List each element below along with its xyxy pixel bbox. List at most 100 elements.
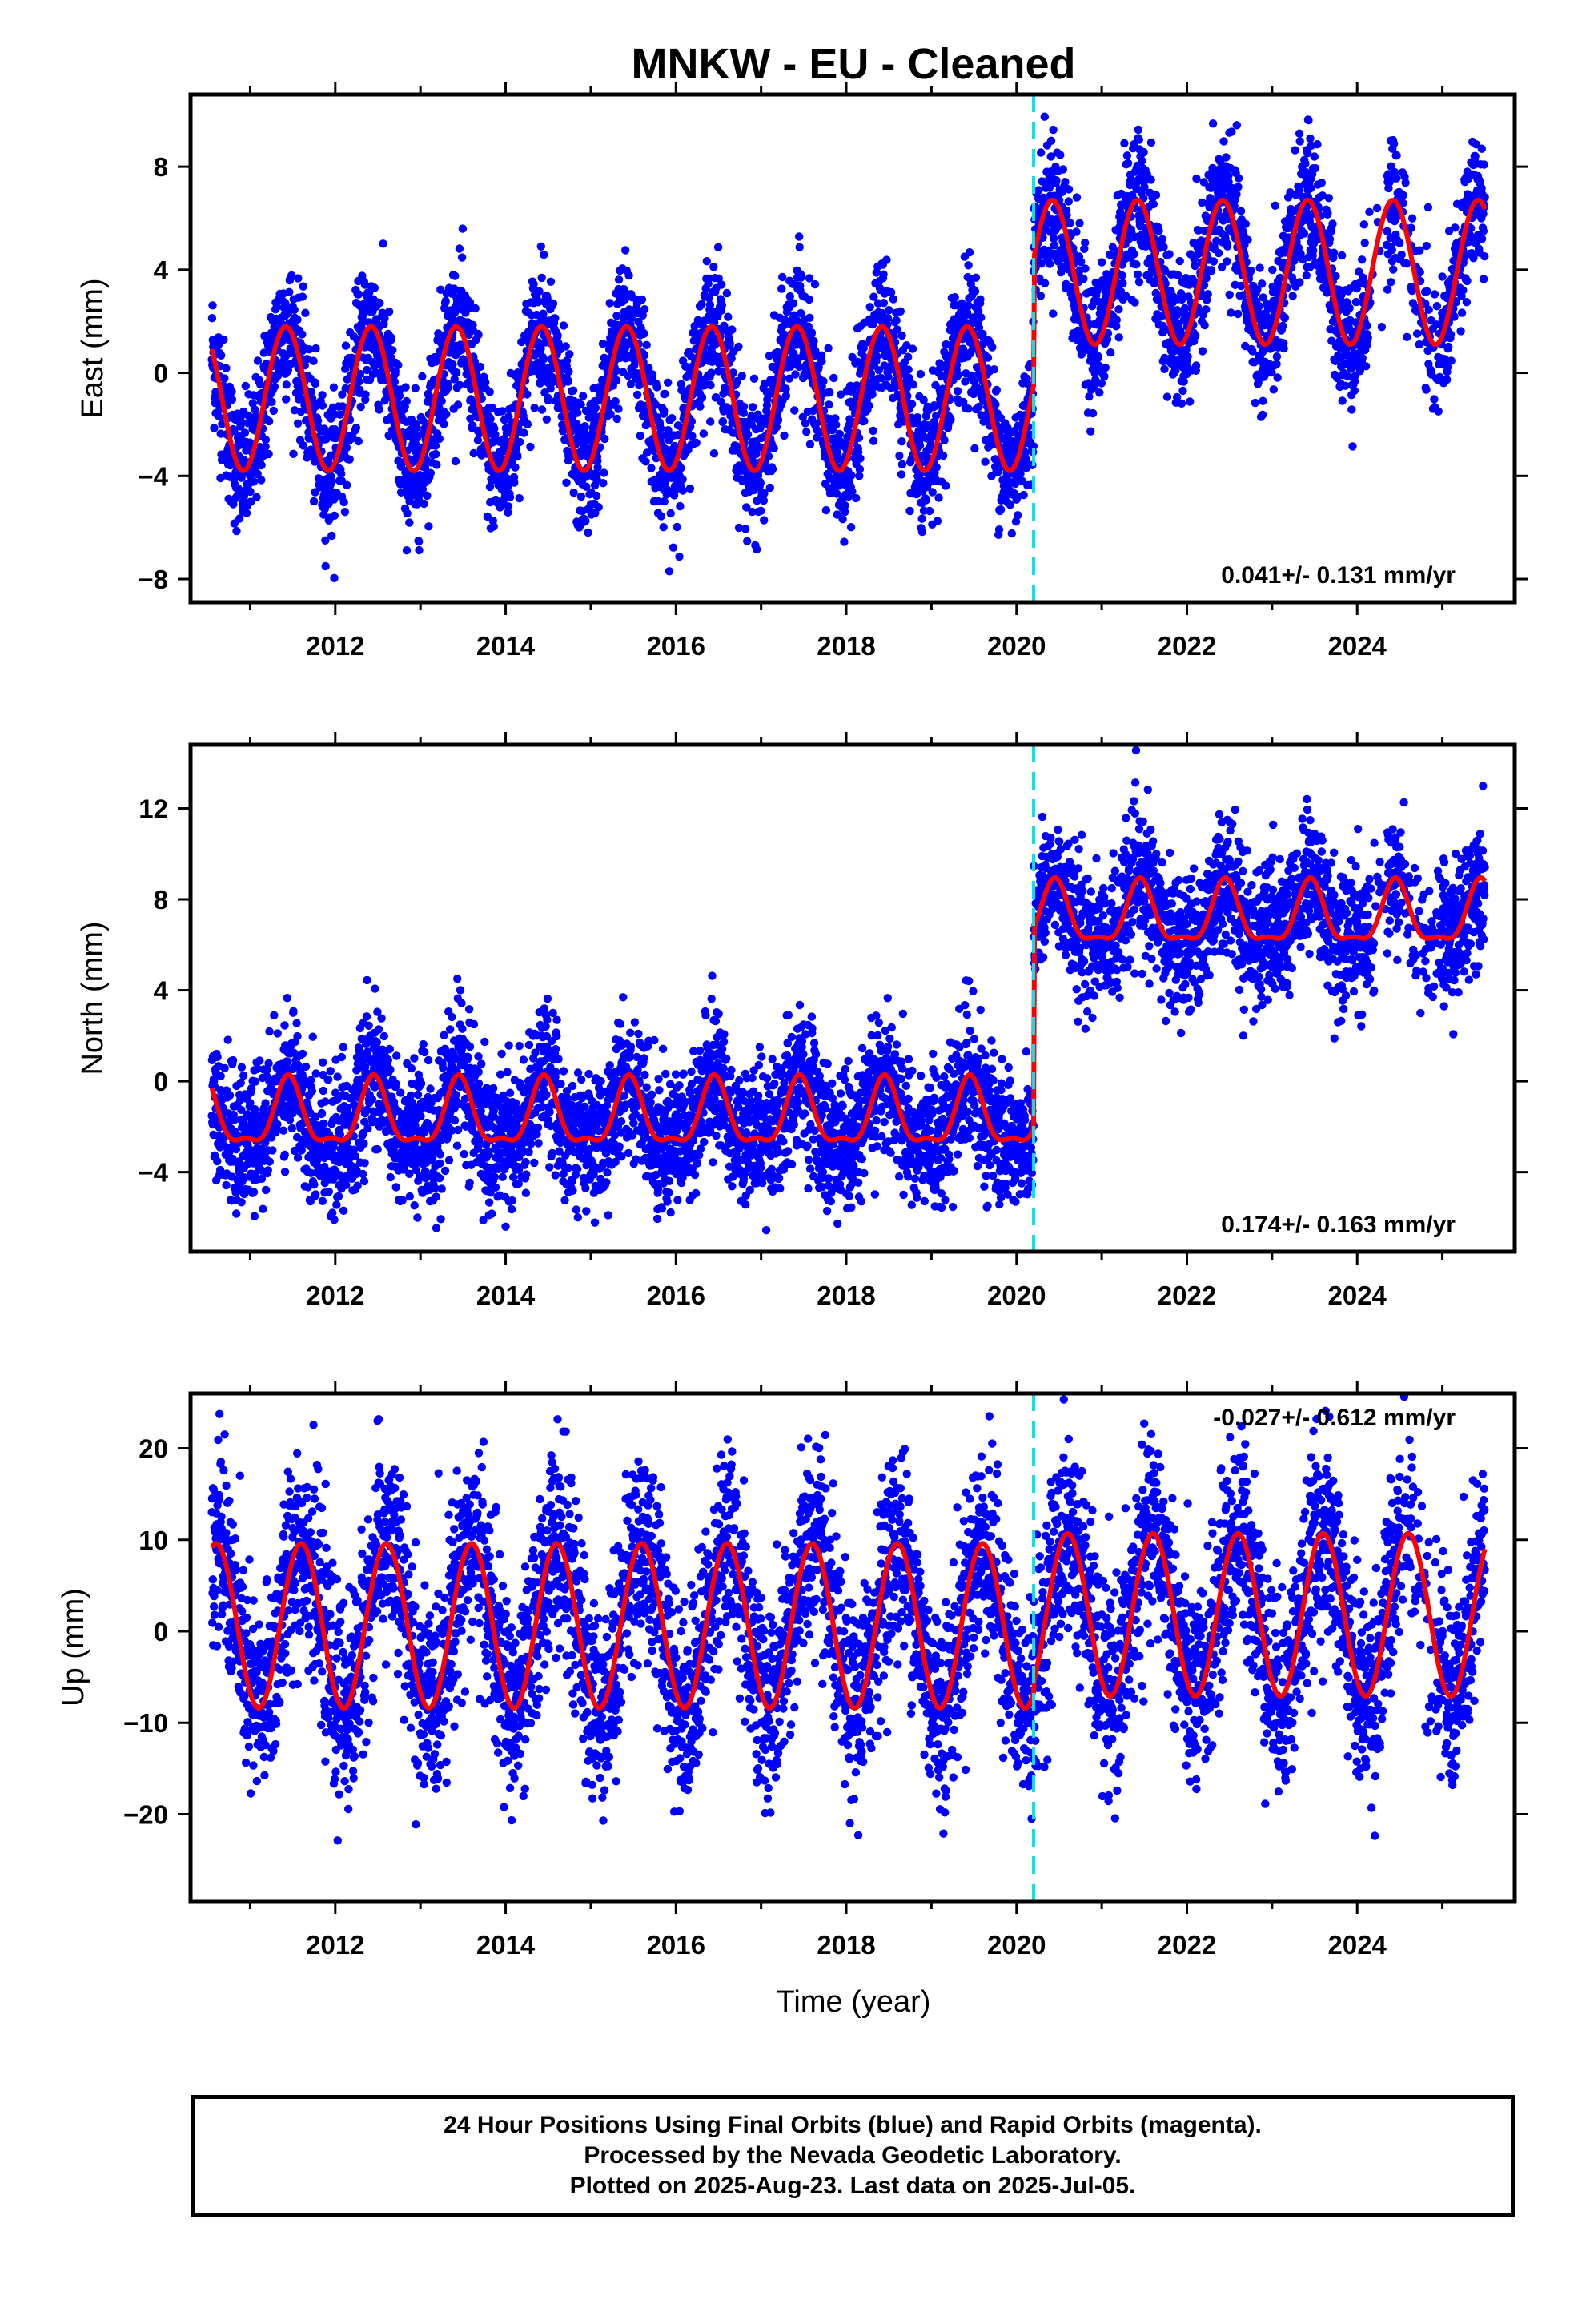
data-point	[1358, 353, 1367, 363]
data-point	[737, 372, 746, 380]
data-point	[1192, 174, 1201, 183]
data-point	[1328, 219, 1337, 228]
data-point	[965, 248, 974, 257]
data-point	[370, 362, 379, 371]
data-point	[533, 298, 543, 307]
data-point	[865, 303, 874, 312]
data-point	[537, 273, 546, 283]
data-point	[1304, 115, 1313, 125]
data-point	[267, 397, 276, 407]
data-point	[769, 444, 778, 452]
data-point	[289, 449, 298, 458]
data-point	[1251, 398, 1260, 408]
data-point	[1118, 271, 1126, 280]
data-point	[402, 546, 412, 555]
data-point	[1363, 333, 1372, 342]
data-point	[1159, 243, 1168, 251]
data-point	[246, 487, 255, 497]
data-point	[677, 380, 685, 388]
data-point	[565, 350, 574, 359]
data-point	[440, 420, 448, 428]
data-point	[282, 380, 291, 389]
data-point	[515, 493, 524, 503]
data-point	[869, 426, 877, 436]
data-point	[865, 401, 873, 410]
data-point	[840, 537, 849, 546]
data-point	[375, 405, 383, 414]
data-point	[416, 471, 424, 480]
data-point	[1040, 112, 1050, 121]
data-point	[442, 410, 451, 419]
data-point	[293, 315, 302, 324]
data-point	[285, 287, 294, 296]
data-point	[232, 526, 241, 536]
data-point	[714, 367, 723, 376]
data-point	[1037, 148, 1046, 157]
data-point	[485, 482, 495, 492]
data-point	[805, 313, 814, 322]
data-point	[825, 388, 834, 397]
data-point	[677, 464, 685, 472]
data-point	[821, 505, 831, 515]
data-point	[802, 428, 811, 436]
data-point	[1118, 279, 1127, 287]
data-point	[1323, 209, 1332, 218]
data-point	[395, 392, 404, 400]
data-point	[725, 339, 734, 348]
data-point	[940, 436, 949, 444]
data-point	[418, 485, 428, 494]
east-panel: 2012 2014 2016 2018 2020 2022 2024−8−4048East …	[76, 82, 1528, 661]
data-point	[534, 338, 543, 347]
data-point	[734, 342, 743, 352]
data-point	[1232, 121, 1242, 130]
data-point	[559, 321, 568, 330]
data-point	[825, 400, 833, 409]
data-point	[337, 469, 346, 478]
data-point	[841, 501, 849, 510]
data-point	[1234, 309, 1243, 319]
data-point	[668, 414, 677, 423]
data-point	[1046, 259, 1054, 268]
data-point	[637, 295, 647, 304]
data-point	[1007, 529, 1017, 538]
data-point	[829, 373, 838, 383]
data-point	[217, 351, 226, 360]
data-point	[810, 279, 820, 289]
data-point	[847, 471, 856, 480]
data-point	[1114, 333, 1123, 342]
data-point	[644, 364, 653, 372]
data-point	[309, 356, 318, 365]
data-point	[873, 352, 881, 361]
data-point	[990, 365, 999, 374]
data-point	[450, 308, 460, 317]
data-point	[1191, 332, 1200, 340]
data-point	[1162, 392, 1172, 401]
data-point	[717, 300, 726, 310]
data-point	[860, 416, 869, 425]
data-point	[994, 525, 1004, 534]
data-point	[904, 352, 913, 361]
data-point	[614, 404, 623, 413]
data-point	[468, 421, 477, 430]
data-point	[540, 250, 548, 259]
data-point	[576, 400, 585, 409]
data-point	[661, 389, 669, 398]
data-point	[795, 243, 804, 251]
data-point	[705, 300, 715, 309]
data-point	[539, 309, 548, 318]
data-point	[748, 507, 757, 517]
data-point	[879, 270, 888, 279]
data-point	[1052, 176, 1061, 185]
data-point	[401, 383, 410, 392]
data-point	[605, 299, 614, 308]
data-point	[1133, 270, 1142, 279]
data-point	[473, 436, 483, 444]
data-point	[722, 288, 732, 298]
data-point	[388, 346, 397, 355]
data-point	[452, 368, 461, 377]
data-point	[1175, 256, 1184, 266]
data-point	[257, 476, 266, 485]
data-point	[688, 432, 697, 440]
data-points	[207, 112, 1489, 582]
